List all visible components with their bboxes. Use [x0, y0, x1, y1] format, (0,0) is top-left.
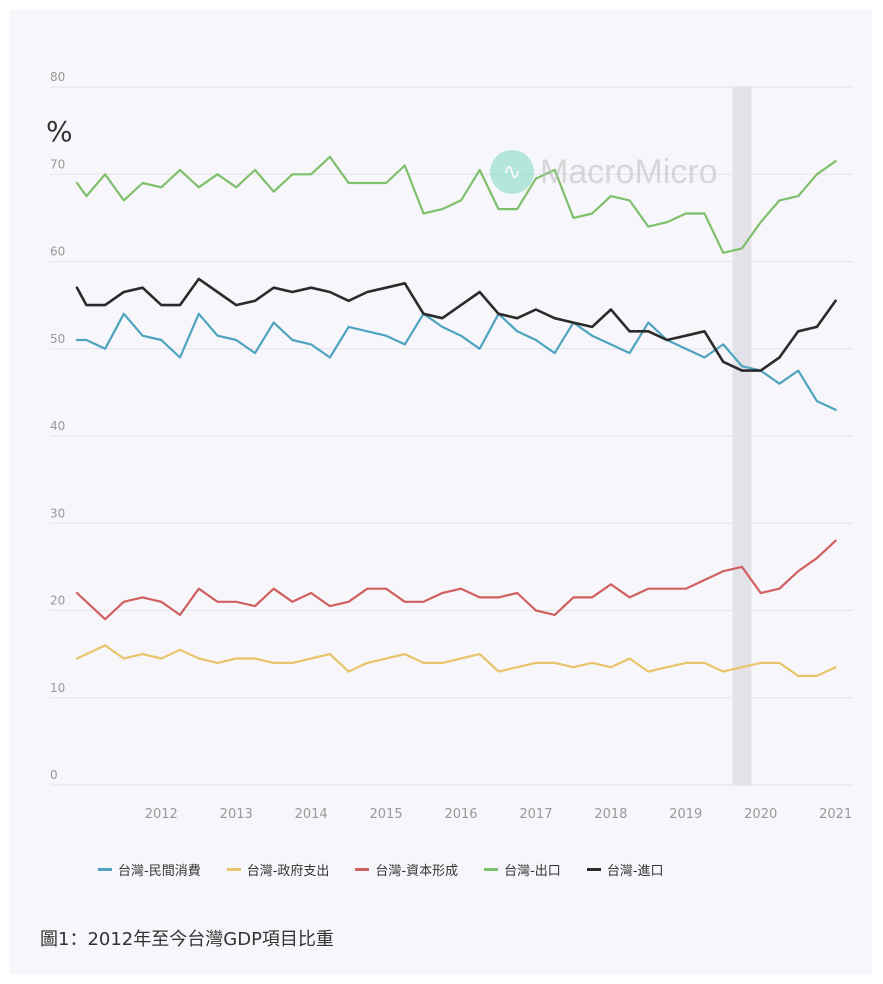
legend-item: 台灣-進口	[586, 860, 664, 879]
x-axis: 2012 2013 2014 2015 2016 2017 2018 2019 2020 2021	[145, 807, 852, 822]
grid-layer	[50, 86, 853, 786]
x-tick-label: 2021	[819, 807, 852, 822]
series-line	[75, 312, 837, 411]
x-tick-label: 2013	[220, 807, 253, 822]
legend-swatch	[98, 868, 112, 871]
y-tick-label: 20	[50, 594, 65, 608]
x-tick-label: 2014	[295, 807, 328, 822]
y-tick-label: 10	[50, 681, 65, 695]
legend-item: 台灣-出口	[484, 860, 561, 879]
y-tick-label: 0	[50, 768, 58, 782]
watermark: ∿ MacroMicro	[490, 150, 718, 194]
watermark-logo-icon: ∿	[490, 150, 534, 194]
x-tick-label: 2012	[145, 807, 178, 822]
y-axis: 0 10 20 30 40 50 60 70 80	[50, 70, 65, 782]
x-tick-label: 2017	[519, 807, 552, 822]
legend-swatch	[226, 868, 241, 871]
series-line	[75, 155, 837, 254]
y-axis-unit: %	[46, 115, 73, 148]
series-line	[75, 277, 837, 372]
x-tick-label: 2020	[744, 807, 777, 822]
legend-label: 台灣-進口	[606, 864, 664, 879]
y-tick-label: 60	[50, 245, 65, 259]
x-tick-label: 2016	[444, 807, 477, 822]
legend-label: 台灣-出口	[504, 864, 561, 879]
legend-label: 台灣-資本形成	[375, 864, 459, 879]
chart-panel	[10, 10, 872, 974]
legend-swatch	[484, 868, 499, 871]
legend-label: 台灣-政府支出	[246, 864, 330, 879]
legend-swatch	[355, 868, 370, 871]
y-tick-label: 50	[50, 332, 65, 346]
series-line	[75, 644, 837, 678]
x-tick-label: 2018	[594, 807, 627, 822]
y-tick-label: 80	[50, 70, 65, 84]
legend-item: 台灣-資本形成	[355, 860, 458, 879]
watermark-text: MacroMicro	[540, 152, 718, 191]
x-tick-label: 2019	[669, 807, 702, 822]
y-tick-label: 30	[50, 506, 65, 520]
y-tick-label: 70	[50, 157, 65, 171]
series-line	[75, 539, 837, 621]
legend-label: 台灣-民間消費	[118, 864, 201, 879]
figure-caption: 圖1：2012年至今台灣GDP項目比重	[40, 929, 334, 950]
legend-item: 台灣-民間消費	[98, 860, 201, 879]
series-layer	[75, 155, 837, 678]
x-tick-label: 2015	[370, 807, 403, 822]
legend-swatch	[586, 868, 601, 871]
legend: 台灣-民間消費 台灣-政府支出 台灣-資本形成 台灣-出口 台灣-進口	[98, 860, 664, 879]
y-tick-label: 40	[50, 419, 65, 433]
legend-item: 台灣-政府支出	[226, 860, 330, 879]
